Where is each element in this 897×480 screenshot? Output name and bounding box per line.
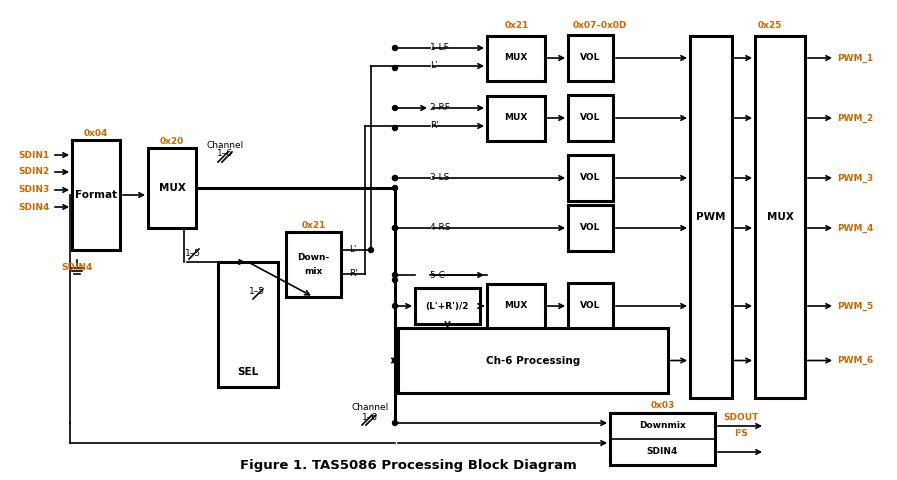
Circle shape xyxy=(393,273,397,277)
Text: MUX: MUX xyxy=(159,183,186,193)
Text: L': L' xyxy=(430,61,438,71)
Text: PWM_1: PWM_1 xyxy=(837,53,874,62)
Text: 2 RF: 2 RF xyxy=(430,104,450,112)
Circle shape xyxy=(393,46,397,50)
Text: 5 C: 5 C xyxy=(430,271,445,279)
Circle shape xyxy=(393,420,397,425)
Text: 0x25: 0x25 xyxy=(758,22,782,31)
Text: Ch-6 Processing: Ch-6 Processing xyxy=(486,356,580,365)
Circle shape xyxy=(393,106,397,110)
Bar xyxy=(610,413,715,465)
Circle shape xyxy=(393,65,397,71)
Text: 1–5: 1–5 xyxy=(249,288,265,297)
Text: VOL: VOL xyxy=(579,301,600,311)
Text: R': R' xyxy=(349,269,358,278)
Bar xyxy=(568,155,613,201)
Bar xyxy=(72,140,120,250)
Text: SDIN4: SDIN4 xyxy=(647,447,678,456)
Bar xyxy=(148,148,196,228)
Text: I²S: I²S xyxy=(734,430,748,439)
Text: SDIN4: SDIN4 xyxy=(19,203,50,212)
Bar xyxy=(487,96,545,141)
Text: Downmix: Downmix xyxy=(640,421,686,431)
Text: Figure 1. TAS5086 Processing Block Diagram: Figure 1. TAS5086 Processing Block Diagr… xyxy=(240,458,577,471)
Text: 0x20: 0x20 xyxy=(160,136,184,145)
Circle shape xyxy=(393,125,397,131)
Text: VOL: VOL xyxy=(579,173,600,182)
Bar xyxy=(286,232,341,297)
Text: MUX: MUX xyxy=(504,113,527,122)
Bar xyxy=(568,283,613,329)
Bar xyxy=(218,262,278,387)
Bar xyxy=(568,95,613,141)
Text: PWM_3: PWM_3 xyxy=(837,173,874,182)
Text: SEL: SEL xyxy=(238,367,258,377)
Text: 0x03: 0x03 xyxy=(650,401,675,410)
Circle shape xyxy=(393,185,397,191)
Text: 1–6: 1–6 xyxy=(362,413,378,422)
Text: 0x04: 0x04 xyxy=(83,129,109,137)
Circle shape xyxy=(393,226,397,230)
Circle shape xyxy=(393,226,397,230)
Text: (L'+R')/2: (L'+R')/2 xyxy=(426,301,469,311)
Circle shape xyxy=(393,277,397,283)
Text: PWM_2: PWM_2 xyxy=(837,113,874,122)
Bar xyxy=(690,36,732,398)
Text: VOL: VOL xyxy=(579,113,600,122)
Text: SDIN1: SDIN1 xyxy=(19,151,50,159)
Text: MUX: MUX xyxy=(504,301,527,311)
Circle shape xyxy=(393,176,397,180)
Text: Channel: Channel xyxy=(352,404,388,412)
Text: 0x07–0x0D: 0x07–0x0D xyxy=(573,22,627,31)
Bar xyxy=(568,35,613,81)
Circle shape xyxy=(393,176,397,180)
Bar xyxy=(487,36,545,81)
Text: SDIN4: SDIN4 xyxy=(61,264,92,273)
Bar xyxy=(755,36,805,398)
Text: mix: mix xyxy=(304,267,323,276)
Bar xyxy=(398,328,668,393)
Text: 4 RS: 4 RS xyxy=(430,224,450,232)
Circle shape xyxy=(393,303,397,309)
Text: 1 LF: 1 LF xyxy=(430,44,448,52)
Bar xyxy=(568,205,613,251)
Text: VOL: VOL xyxy=(579,53,600,62)
Circle shape xyxy=(393,358,397,363)
Text: Down-: Down- xyxy=(298,253,329,262)
Text: 0x21: 0x21 xyxy=(301,220,326,229)
Text: VOL: VOL xyxy=(579,224,600,232)
Text: 3 LS: 3 LS xyxy=(430,173,449,182)
Text: MUX: MUX xyxy=(504,53,527,62)
Text: SDIN2: SDIN2 xyxy=(19,168,50,177)
Text: L': L' xyxy=(349,245,356,254)
Text: PWM_6: PWM_6 xyxy=(837,356,874,365)
Text: Channel: Channel xyxy=(206,141,244,149)
Text: MUX: MUX xyxy=(767,212,794,222)
Text: Format: Format xyxy=(75,190,118,200)
Text: SDOUT: SDOUT xyxy=(723,413,759,422)
Text: 1–6: 1–6 xyxy=(217,148,233,157)
Text: 1–5: 1–5 xyxy=(185,249,201,257)
Text: PWM: PWM xyxy=(696,212,726,222)
Bar xyxy=(415,288,480,324)
Bar xyxy=(487,284,545,328)
Text: PWM_4: PWM_4 xyxy=(837,223,874,233)
Text: 0x21: 0x21 xyxy=(505,22,529,31)
Text: PWM_5: PWM_5 xyxy=(837,301,874,311)
Text: R': R' xyxy=(430,121,439,131)
Circle shape xyxy=(369,248,373,252)
Text: SDIN3: SDIN3 xyxy=(19,185,50,194)
